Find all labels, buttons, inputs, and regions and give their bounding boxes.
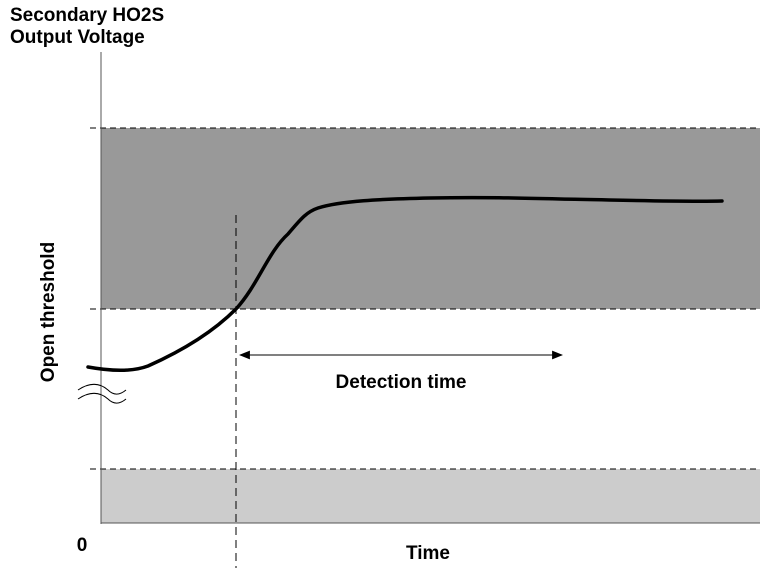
title-line-1: Secondary HO2S <box>10 5 164 26</box>
lower-voltage-band <box>101 469 760 523</box>
double-wave-break-icon <box>77 383 127 404</box>
voltage-curve <box>86 195 724 372</box>
upper-voltage-band <box>101 128 760 309</box>
detection-time-label: Detection time <box>336 372 467 393</box>
origin-label: 0 <box>77 535 88 556</box>
y-axis-label: Open threshold <box>38 242 59 382</box>
title-line-2: Output Voltage <box>10 27 145 48</box>
x-axis-label: Time <box>406 543 450 564</box>
